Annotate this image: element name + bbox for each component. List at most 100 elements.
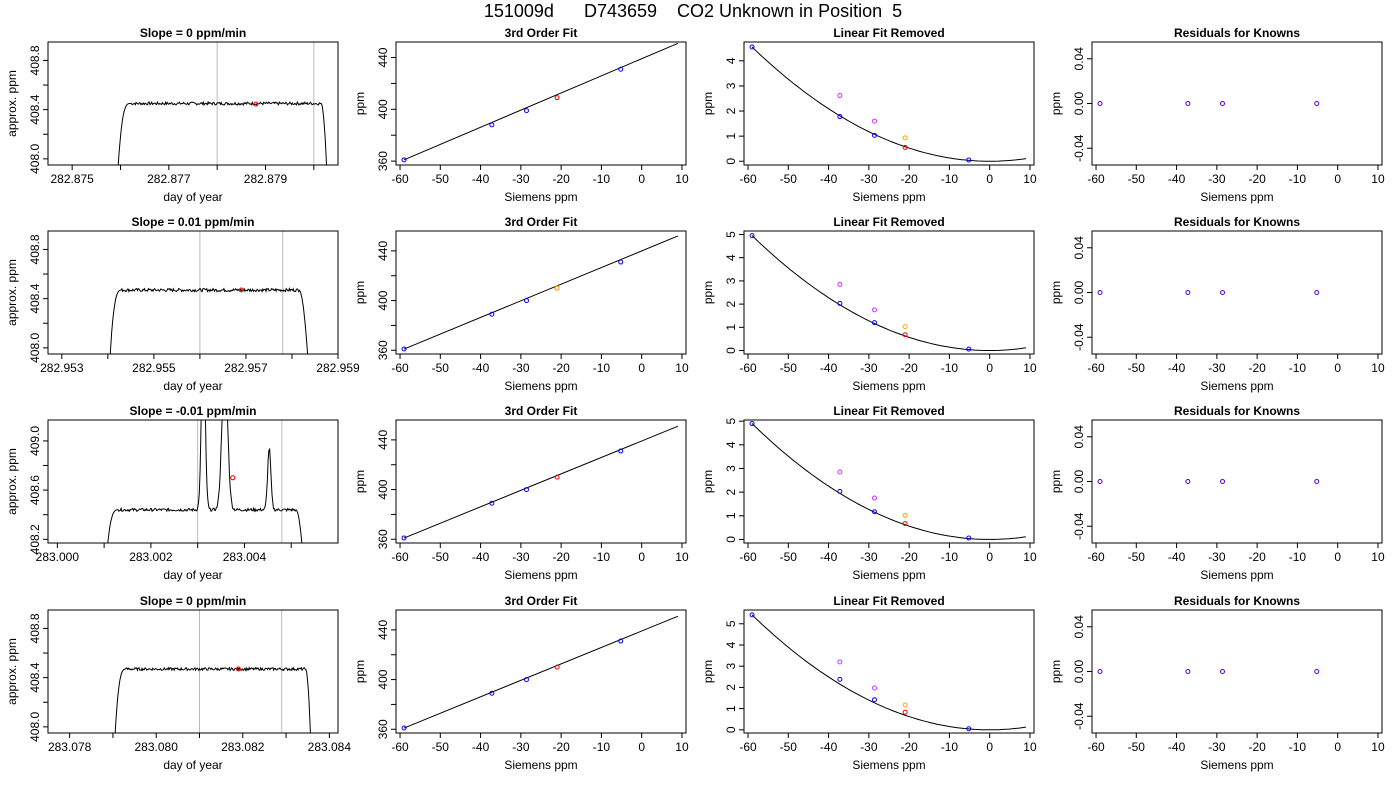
y-tick-label: 360 <box>376 719 390 739</box>
x-axis-label: day of year <box>163 190 222 204</box>
data-point <box>872 118 877 124</box>
x-tick-label: 0 <box>986 361 993 375</box>
x-tick-label: -50 <box>1128 361 1146 375</box>
x-axis-label: Siemens ppm <box>852 758 925 772</box>
x-tick-label: -10 <box>941 361 959 375</box>
x-axis-label: Siemens ppm <box>1200 190 1273 204</box>
panel-title: Linear Fit Removed <box>833 594 944 608</box>
x-tick-label: 10 <box>675 740 689 754</box>
plot-frame <box>47 41 339 166</box>
x-tick-label: -60 <box>739 172 757 186</box>
y-tick-label: 408.0 <box>28 333 42 363</box>
y-tick-label: 5 <box>724 231 738 238</box>
unknown-mean-point <box>253 101 259 107</box>
plot-frame <box>743 230 1035 355</box>
x-tick-label: -30 <box>1208 172 1226 186</box>
plot-frame <box>395 609 687 734</box>
data-point <box>1097 290 1103 295</box>
x-tick-label: -40 <box>472 550 490 564</box>
y-tick-label: 408.4 <box>28 283 42 313</box>
x-tick-label: -40 <box>820 361 838 375</box>
plot-area <box>749 44 1026 163</box>
x-tick-label: 283.078 <box>48 740 92 754</box>
x-tick-label: 0 <box>986 740 993 754</box>
x-axis-label: Siemens ppm <box>852 190 925 204</box>
data-point <box>1314 101 1320 106</box>
x-tick-label: -20 <box>552 740 570 754</box>
y-tick-label: 440 <box>376 47 390 67</box>
y-tick-label: 1 <box>724 132 738 139</box>
data-point <box>489 122 495 128</box>
data-point <box>837 469 843 475</box>
x-tick-label: -50 <box>780 172 798 186</box>
x-tick-label: -50 <box>1128 740 1146 754</box>
x-tick-label: -60 <box>391 550 409 564</box>
y-tick-label: 408.8 <box>28 45 42 75</box>
data-point <box>902 332 908 338</box>
fit-curve <box>751 235 1026 351</box>
x-tick-label: -40 <box>1168 361 1186 375</box>
data-point <box>401 535 407 541</box>
data-point <box>837 92 843 98</box>
x-tick-label: 0 <box>1334 172 1341 186</box>
x-tick-label: -10 <box>1289 172 1307 186</box>
y-tick-label: 400 <box>376 479 390 499</box>
panel-title: Residuals for Knowns <box>1174 26 1300 40</box>
x-tick-label: -50 <box>780 740 798 754</box>
data-point <box>749 612 755 618</box>
data-point <box>872 307 877 313</box>
y-axis-label: ppm <box>353 281 367 304</box>
x-tick-label: -20 <box>552 361 570 375</box>
y-axis-label: ppm <box>353 660 367 683</box>
data-point <box>618 259 624 265</box>
x-axis-label: day of year <box>163 379 222 393</box>
x-tick-label: 282.953 <box>40 361 84 375</box>
data-point <box>872 132 877 138</box>
data-point <box>401 346 407 352</box>
data-point <box>837 676 843 682</box>
x-tick-label: -60 <box>1087 172 1105 186</box>
y-tick-label: 360 <box>376 340 390 360</box>
x-axis-label: day of year <box>163 568 222 582</box>
x-tick-label: -20 <box>1248 740 1266 754</box>
y-tick-label: 408.4 <box>28 94 42 124</box>
x-tick-label: -50 <box>780 550 798 564</box>
y-tick-label: 408.8 <box>28 613 42 643</box>
data-point <box>872 320 877 326</box>
y-tick-label: 4 <box>724 441 738 448</box>
x-tick-label: -20 <box>900 740 918 754</box>
data-point <box>1220 669 1225 674</box>
x-tick-label: -40 <box>820 740 838 754</box>
panel-title: Residuals for Knowns <box>1174 404 1300 418</box>
y-tick-label: 2 <box>724 300 738 307</box>
x-tick-label: -50 <box>780 361 798 375</box>
panel-title: Linear Fit Removed <box>833 26 944 40</box>
data-point <box>1185 290 1191 295</box>
x-tick-label: -10 <box>593 550 611 564</box>
x-tick-label: -50 <box>432 740 450 754</box>
data-point <box>524 677 529 683</box>
y-tick-label: 3 <box>724 277 738 284</box>
data-point <box>966 726 972 732</box>
panel-title: 3rd Order Fit <box>505 404 578 418</box>
y-tick-label: 408.6 <box>28 475 42 505</box>
x-tick-label: 0 <box>986 550 993 564</box>
data-point <box>524 298 529 304</box>
x-tick-label: -30 <box>1208 550 1226 564</box>
x-tick-label: -60 <box>1087 740 1105 754</box>
y-tick-label: 0 <box>724 347 738 354</box>
data-point <box>1185 101 1191 106</box>
y-axis-label: ppm <box>701 470 715 493</box>
x-tick-label: 10 <box>1371 172 1385 186</box>
y-axis-label: ppm <box>353 92 367 115</box>
data-point <box>902 135 908 141</box>
unknown-mean-point <box>238 287 244 293</box>
x-tick-label: -40 <box>472 172 490 186</box>
x-axis-label: Siemens ppm <box>504 758 577 772</box>
data-point <box>966 346 972 352</box>
x-tick-label: -50 <box>432 172 450 186</box>
y-tick-label: 4 <box>724 254 738 261</box>
plot-frame <box>743 609 1035 734</box>
x-tick-label: 282.875 <box>50 172 94 186</box>
x-tick-label: -20 <box>900 172 918 186</box>
